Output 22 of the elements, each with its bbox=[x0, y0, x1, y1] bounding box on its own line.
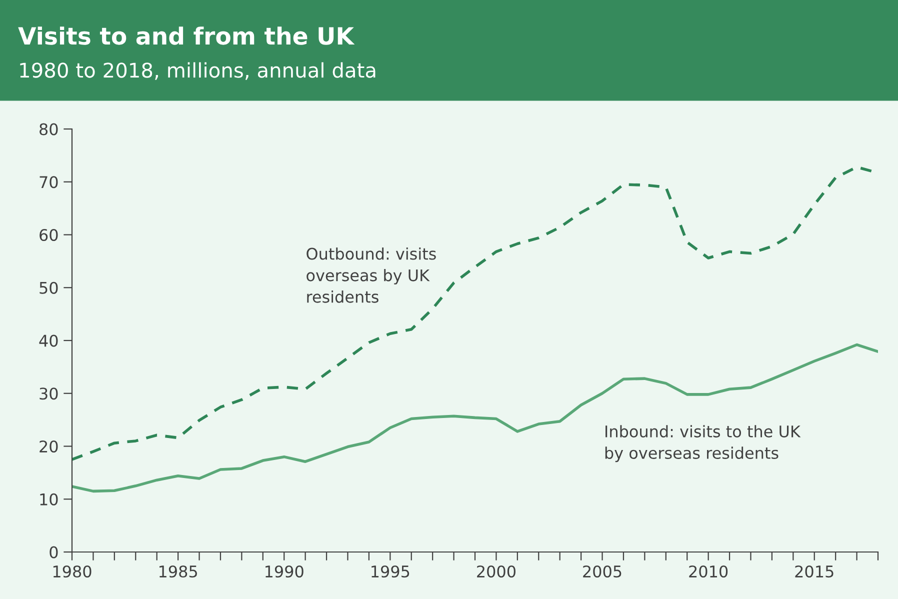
chart-title: Visits to and from the UK bbox=[18, 26, 355, 45]
x-tick-label: 1995 bbox=[372, 565, 410, 578]
x-tick-label: 2010 bbox=[689, 565, 728, 578]
y-tick-label: 10 bbox=[40, 493, 58, 506]
y-tick-label: 30 bbox=[40, 388, 58, 400]
y-tick-label: 80 bbox=[40, 123, 58, 136]
x-tick-label: 2005 bbox=[583, 565, 622, 578]
x-tick-label: 2015 bbox=[795, 565, 834, 578]
x-tick-label: 1990 bbox=[266, 565, 304, 578]
y-tick-label: 40 bbox=[39, 334, 58, 347]
x-tick-label: 2000 bbox=[477, 565, 516, 578]
x-tick-label: 1985 bbox=[159, 565, 197, 578]
series-label: Inbound: visits to the UK by overseas residents bbox=[605, 425, 801, 462]
y-tick-label: 70 bbox=[40, 176, 58, 188]
y-tick-label: 50 bbox=[40, 282, 58, 294]
y-tick-label: 0 bbox=[50, 546, 58, 558]
y-tick-label: 60 bbox=[40, 228, 58, 242]
y-tick-label: 20 bbox=[40, 440, 58, 453]
chart-subtitle: 1980 to 2018, millions, annual data bbox=[20, 62, 376, 80]
line-series bbox=[72, 343, 878, 493]
x-tick-label: 1980 bbox=[53, 565, 92, 578]
series-label: Outbound: visits overseas by UK residents bbox=[306, 247, 436, 303]
